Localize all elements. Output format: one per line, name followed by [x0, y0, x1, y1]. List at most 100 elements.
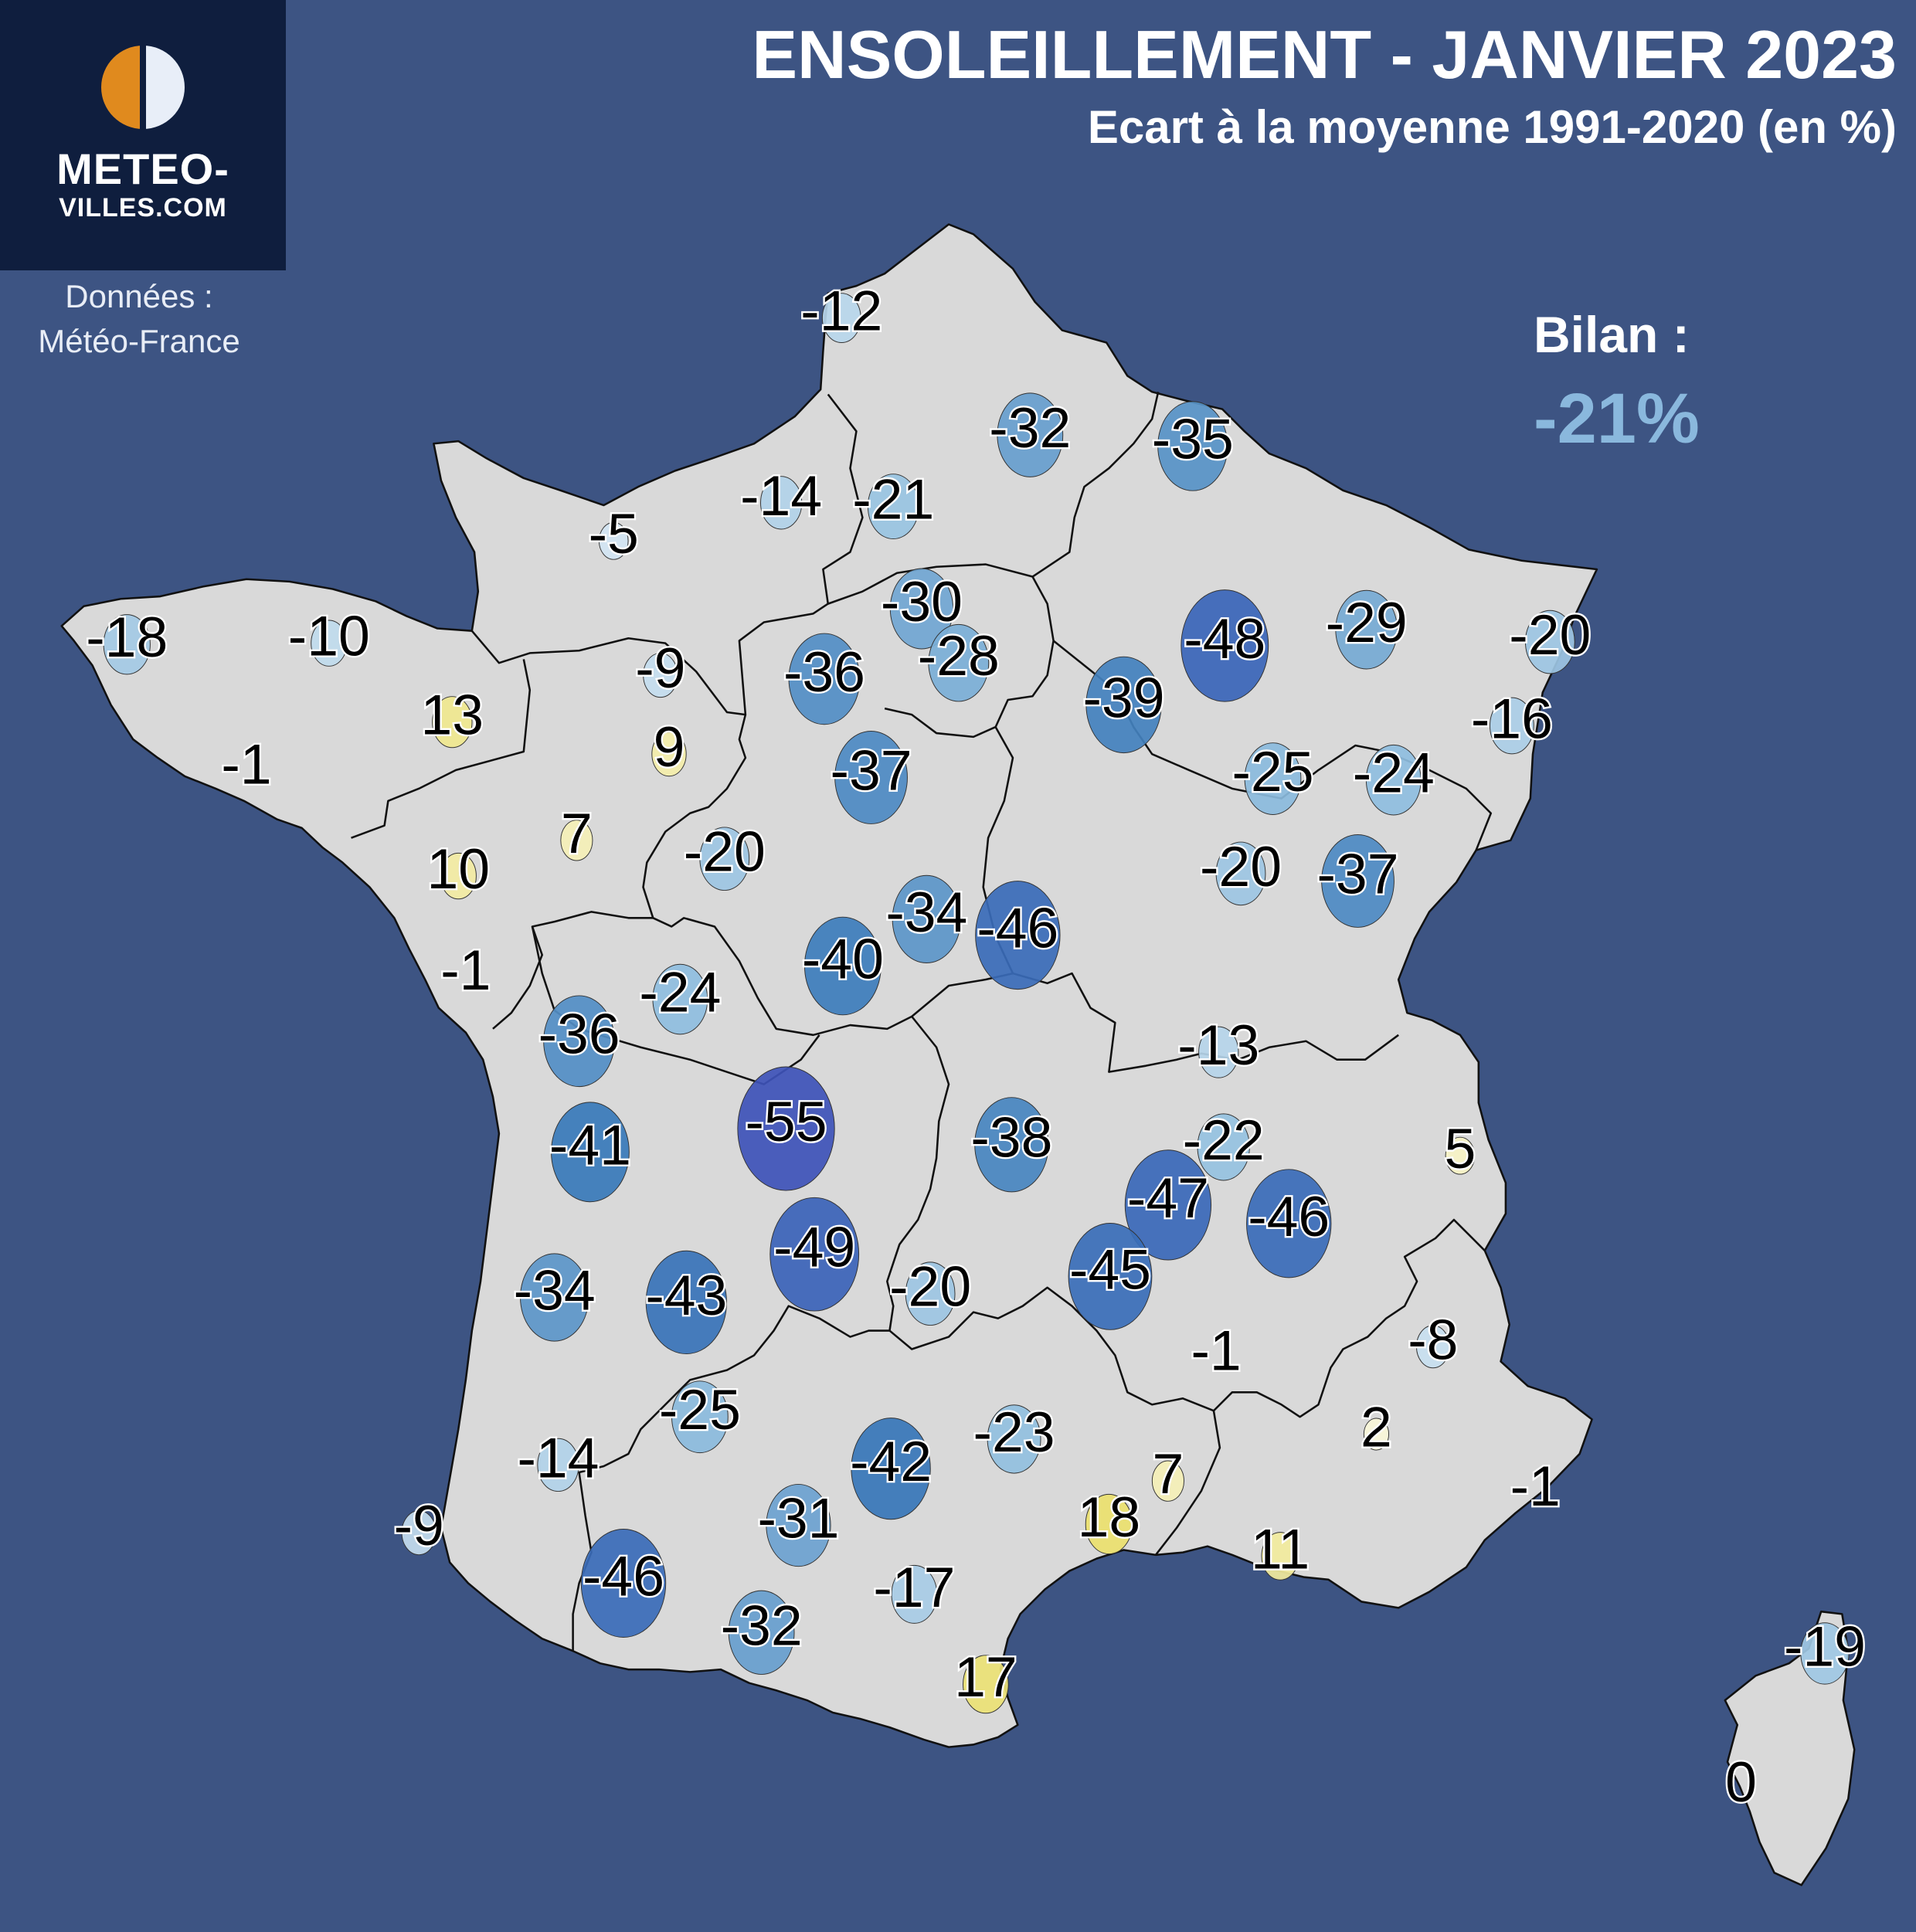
page-subtitle: Ecart à la moyenne 1991-2020 (en %) [1087, 101, 1897, 153]
station-value-label: -20 [1200, 835, 1282, 898]
station-value-label: 7 [561, 802, 593, 865]
station-value-label: -32 [721, 1594, 803, 1657]
station-value-label: -24 [1353, 742, 1435, 805]
station-bubble [928, 623, 990, 702]
station-value-label: 18 [1078, 1486, 1141, 1549]
station-value-label: -37 [1317, 842, 1399, 905]
station-value-label: -39 [1082, 666, 1164, 729]
station-bubble [974, 1097, 1049, 1193]
station-bubble [889, 568, 954, 650]
station-value-label: -9 [635, 637, 685, 700]
station-value-label: -28 [918, 624, 1000, 688]
station-bubble [1365, 744, 1422, 816]
station-bubble [1415, 1325, 1450, 1369]
bilan-label: Bilan : [1534, 306, 1690, 363]
logo-text-line1: METEO- [56, 144, 229, 193]
station-value-label: 10 [426, 837, 490, 901]
station-value-label: -23 [973, 1401, 1055, 1464]
station-value-label: -9 [394, 1494, 444, 1557]
station-bubble [803, 916, 882, 1016]
station-bubble [760, 476, 803, 530]
station-bubble [671, 1380, 729, 1454]
station-value-label: -47 [1127, 1166, 1209, 1230]
bilan-value: -21% [1534, 379, 1700, 458]
station-bubble [867, 474, 919, 540]
station-value-label: 2 [1361, 1395, 1392, 1458]
station-bubble [905, 1261, 956, 1326]
station-value-label: -20 [684, 820, 766, 884]
logo-text-line2: VILLES.COM [59, 193, 227, 222]
station-bubble [1246, 1169, 1332, 1278]
station-bubble [766, 1483, 831, 1567]
station-bubble [1445, 1136, 1476, 1175]
source-name: Météo-France [38, 323, 240, 359]
station-bubble [440, 852, 477, 900]
station-value-label: 5 [1444, 1117, 1476, 1180]
station-bubble [769, 1197, 860, 1312]
station-bubble [1181, 589, 1269, 702]
station-value-label: -35 [1152, 407, 1234, 470]
station-value-label: -1 [221, 732, 271, 796]
station-bubbles: -12-32 -35-14 -21-5-30-28-36-48 -29 -20-18 -1… [84, 277, 1868, 1815]
station-value-label: -14 [517, 1426, 599, 1489]
station-bubble [788, 633, 861, 725]
station-bubble [1335, 589, 1398, 670]
station-bubble [892, 874, 961, 963]
station-value-label: -46 [1248, 1185, 1330, 1248]
station-bubble [598, 521, 629, 560]
station-bubble [1363, 1418, 1390, 1451]
station-bubble [560, 820, 593, 861]
station-bubble [103, 614, 151, 675]
station-bubble [1244, 742, 1302, 815]
station-bubble [1198, 1026, 1239, 1078]
station-value-label: -46 [977, 897, 1058, 960]
station-bubble [1085, 656, 1162, 754]
station-bubble [645, 1250, 727, 1355]
station-value-label: -21 [852, 468, 934, 531]
station-bubble [1085, 1493, 1133, 1555]
station-bubble [651, 732, 687, 777]
station-value-label: -10 [288, 605, 370, 668]
logo-panel: METEO- VILLES.COM [0, 0, 286, 270]
station-bubble [652, 963, 708, 1035]
station-value-label: -48 [1184, 607, 1265, 671]
station-value-label: -40 [802, 927, 884, 990]
station-value-label: -36 [538, 1003, 620, 1066]
station-value-label: -18 [86, 606, 168, 669]
station-bubble [821, 293, 861, 343]
station-value-label: -20 [1509, 603, 1591, 667]
station-value-label: -29 [1326, 591, 1408, 654]
station-bubble [551, 1102, 630, 1203]
station-value-label: -25 [1231, 740, 1313, 803]
station-bubble [987, 1404, 1041, 1474]
station-value-label: -17 [873, 1556, 955, 1619]
station-value-label: -36 [783, 640, 865, 704]
station-bubble [543, 995, 615, 1088]
station-bubble [1490, 697, 1534, 755]
station-value-label: -1 [1510, 1455, 1561, 1518]
station-bubble [891, 1564, 938, 1624]
station-bubble [1068, 1223, 1153, 1330]
station-value-label: -19 [1784, 1615, 1866, 1678]
station-bubble [643, 653, 678, 698]
station-value-label: -41 [549, 1113, 631, 1177]
station-value-label: -32 [989, 396, 1071, 460]
station-value-label: 13 [421, 684, 484, 747]
station-bubble [1124, 1149, 1212, 1261]
station-value-label: -22 [1183, 1109, 1265, 1172]
station-bubble [432, 696, 473, 749]
station-value-label: -45 [1069, 1238, 1151, 1301]
station-value-label: -46 [583, 1544, 664, 1608]
station-bubble [401, 1510, 437, 1556]
station-value-label: -43 [645, 1264, 727, 1327]
station-value-label: 7 [1153, 1442, 1184, 1506]
station-bubble [1800, 1622, 1850, 1685]
station-bubble [851, 1418, 931, 1520]
station-bubble [997, 392, 1064, 477]
station-value-label: -42 [850, 1430, 932, 1493]
station-value-label: -38 [970, 1106, 1052, 1170]
station-value-label: -13 [1177, 1014, 1259, 1077]
station-bubble [1321, 834, 1395, 928]
station-value-label: -30 [881, 570, 963, 633]
